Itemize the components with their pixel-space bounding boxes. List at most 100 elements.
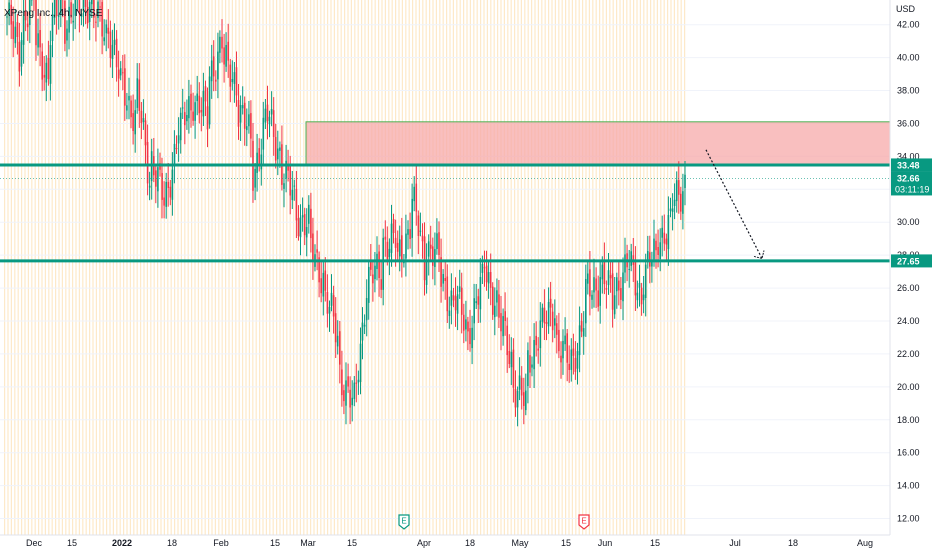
price-tick-label[interactable]: 40.00	[897, 53, 920, 63]
session-band	[469, 0, 471, 535]
time-tick-label[interactable]: 18	[465, 538, 475, 548]
time-tick-label[interactable]: 18	[788, 538, 798, 548]
time-tick-label[interactable]: 15	[347, 538, 357, 548]
candle-body	[432, 246, 434, 266]
session-band	[21, 0, 23, 535]
level-tag-label: 27.65	[897, 256, 920, 266]
forecast-arrow-line[interactable]	[705, 149, 763, 259]
price-tick-label[interactable]: 20.00	[897, 382, 920, 392]
price-tick-label[interactable]: 36.00	[897, 118, 920, 128]
price-tick-label[interactable]: 26.00	[897, 283, 920, 293]
price-tick-label[interactable]: 12.00	[897, 514, 920, 524]
session-band	[208, 0, 210, 535]
candle-body	[132, 113, 134, 131]
candle-body	[359, 343, 362, 382]
session-band	[24, 0, 26, 535]
time-tick-label[interactable]: 18	[167, 538, 177, 548]
time-tick-label[interactable]: Dec	[26, 538, 43, 548]
time-tick-label[interactable]: Feb	[213, 538, 229, 548]
candle-body	[351, 397, 353, 406]
candle-body	[680, 193, 682, 212]
candle-body	[593, 277, 595, 293]
candle-body	[126, 105, 128, 111]
candle-body	[444, 278, 446, 281]
session-band	[238, 0, 240, 535]
forecast-arrow[interactable]	[705, 149, 765, 260]
session-band	[146, 0, 148, 535]
time-tick-label[interactable]: Apr	[417, 538, 431, 548]
candle-body	[452, 295, 455, 301]
horizontal-levels[interactable]	[0, 163, 890, 263]
price-tick-label[interactable]: 34.00	[897, 151, 920, 161]
candle-body	[609, 275, 612, 279]
time-tick-label[interactable]: Mar	[300, 538, 316, 548]
session-band	[415, 0, 417, 535]
time-tick-label[interactable]: Jul	[729, 538, 741, 548]
session-band	[561, 0, 563, 535]
session-band	[568, 0, 570, 535]
earnings-event-icon[interactable]	[398, 514, 410, 530]
time-tick-label[interactable]: Jun	[598, 538, 613, 548]
session-band	[218, 0, 220, 535]
candle-body	[305, 227, 308, 238]
candle-body	[630, 251, 632, 266]
time-tick-label[interactable]: 2022	[112, 538, 132, 548]
candle-body	[570, 349, 573, 370]
last-price-tag-label: 32.66	[897, 173, 920, 183]
session-band	[123, 0, 125, 535]
session-band	[133, 0, 135, 535]
candle-body	[136, 78, 139, 108]
candle-body	[243, 102, 246, 129]
time-tick-label[interactable]: May	[511, 538, 529, 548]
time-tick-label[interactable]: 15	[650, 538, 660, 548]
time-tick-label[interactable]: 15	[561, 538, 571, 548]
candle-body	[82, 0, 85, 11]
candle-body	[55, 0, 58, 16]
price-tick-label[interactable]: 38.00	[897, 86, 920, 96]
session-band	[14, 0, 16, 535]
price-tick-label[interactable]: 42.00	[897, 20, 920, 30]
price-tick-label[interactable]: 16.00	[897, 448, 920, 458]
time-tick-label[interactable]: 15	[67, 538, 77, 548]
candle-body	[640, 287, 643, 305]
candle-body	[326, 292, 329, 314]
price-tick-label[interactable]: 14.00	[897, 481, 920, 491]
session-band	[520, 0, 522, 535]
candle-body	[49, 45, 52, 84]
session-band	[684, 0, 686, 535]
candle-body	[169, 186, 172, 198]
session-band	[605, 0, 607, 535]
session-band	[38, 0, 40, 535]
time-tick-label[interactable]: Aug	[857, 538, 873, 548]
session-band	[599, 0, 601, 535]
candle-body	[425, 260, 428, 285]
candle-body	[208, 76, 211, 125]
price-tick-label[interactable]: 18.00	[897, 415, 920, 425]
candle-body	[492, 286, 494, 315]
session-band	[442, 0, 444, 535]
time-tick-label[interactable]: 15	[270, 538, 280, 548]
price-tick-label[interactable]: 22.00	[897, 349, 920, 359]
session-band	[565, 0, 567, 535]
candle-body	[6, 16, 8, 18]
session-band	[299, 0, 301, 535]
candle-body	[235, 67, 238, 96]
earnings-event-icon[interactable]	[578, 514, 590, 530]
session-band	[446, 0, 448, 535]
candle-body	[547, 302, 550, 327]
session-band	[51, 0, 53, 535]
session-band	[531, 0, 533, 535]
price-tick-label[interactable]: 30.00	[897, 217, 920, 227]
session-band	[126, 0, 128, 535]
price-tick-label[interactable]: 24.00	[897, 316, 920, 326]
candle-body	[53, 0, 56, 18]
candle-body	[394, 237, 397, 248]
session-band	[554, 0, 556, 535]
session-band	[242, 0, 244, 535]
session-band	[170, 0, 172, 535]
time-axis-ticks[interactable]: Dec 15 2022 18 Feb 15 Mar 15 Apr 18 May 15 Jun 15 Jul 1…	[26, 538, 873, 548]
forecast-arrow-head[interactable]	[753, 250, 765, 260]
candle-body	[461, 287, 463, 315]
